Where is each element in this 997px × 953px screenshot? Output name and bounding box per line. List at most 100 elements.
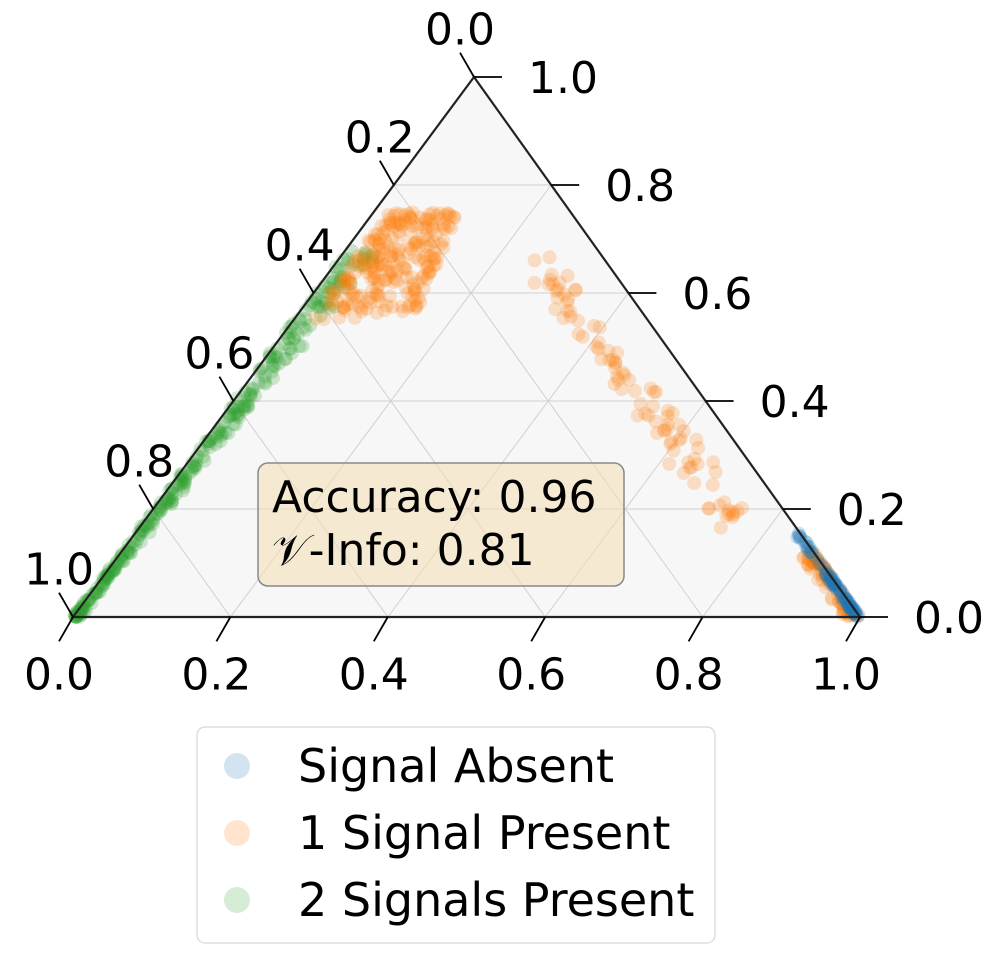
scatter-point-1-signal-present (384, 265, 399, 280)
scatter-point-1-signal-present (430, 208, 445, 223)
scatter-point-1-signal-present (419, 271, 434, 286)
scatter-point-2-signals-present (266, 359, 280, 374)
scatter-point-2-signals-present (228, 417, 243, 432)
scatter-point-2-signals-present (164, 490, 179, 505)
scatter-point-1-signal-present (661, 403, 675, 418)
scatter-point-2-signals-present (236, 402, 251, 417)
scatter-point-2-signals-present (115, 547, 130, 561)
scatter-point-1-signal-present (357, 246, 372, 261)
right-tick-label: 0.8 (605, 161, 675, 212)
scatter-point-2-signals-present (242, 387, 257, 401)
scatter-point-1-signal-present (721, 507, 736, 521)
scatter-point-1-signal-present (556, 311, 571, 325)
scatter-point-1-signal-present (357, 261, 372, 275)
scatter-point-1-signal-present (835, 596, 850, 611)
scatter-point-1-signal-present (382, 212, 397, 227)
scatter-point-2-signals-present (228, 406, 243, 421)
scatter-point-1-signal-present (337, 303, 352, 318)
scatter-point-1-signal-present (543, 272, 557, 287)
scatter-point-2-signals-present (267, 359, 282, 373)
scatter-point-2-signals-present (197, 453, 212, 468)
scatter-point-1-signal-present (721, 503, 736, 518)
bottom-tick-label: 1.0 (811, 649, 881, 700)
scatter-point-1-signal-present (376, 225, 391, 240)
scatter-point-2-signals-present (365, 251, 380, 266)
scatter-point-1-signal-present (719, 508, 734, 523)
scatter-point-1-signal-present (421, 233, 436, 247)
scatter-point-1-signal-present (426, 251, 441, 266)
scatter-point-2-signals-present (85, 587, 100, 602)
scatter-point-1-signal-present (340, 292, 355, 307)
scatter-point-2-signals-present (115, 548, 129, 562)
scatter-point-2-signals-present (298, 303, 313, 318)
scatter-point-2-signals-present (292, 339, 307, 354)
scatter-point-signal-absent (842, 600, 857, 615)
scatter-point-2-signals-present (286, 316, 300, 331)
scatter-point-2-signals-present (313, 308, 328, 323)
scatter-point-2-signals-present (258, 369, 272, 384)
scatter-point-2-signals-present (80, 593, 95, 608)
scatter-point-2-signals-present (78, 603, 93, 618)
scatter-point-1-signal-present (434, 237, 449, 252)
scatter-point-2-signals-present (162, 494, 177, 509)
scatter-point-1-signal-present (332, 310, 347, 325)
bottom-tick-label: 0.4 (339, 649, 409, 700)
scatter-point-1-signal-present (390, 247, 405, 262)
scatter-point-signal-absent (792, 529, 807, 544)
scatter-point-1-signal-present (608, 356, 623, 370)
scatter-point-signal-absent (802, 545, 817, 559)
scatter-point-1-signal-present (418, 221, 432, 236)
scatter-point-2-signals-present (93, 577, 108, 592)
scatter-point-1-signal-present (617, 368, 632, 383)
scatter-point-1-signal-present (725, 505, 740, 519)
scatter-point-2-signals-present (177, 475, 192, 490)
scatter-point-2-signals-present (89, 585, 103, 600)
scatter-point-1-signal-present (436, 217, 451, 232)
scatter-point-2-signals-present (325, 283, 340, 297)
scatter-point-2-signals-present (331, 275, 346, 289)
scatter-point-1-signal-present (627, 383, 642, 398)
scatter-point-1-signal-present (358, 260, 373, 275)
scatter-point-1-signal-present (372, 288, 386, 303)
scatter-point-1-signal-present (438, 222, 453, 236)
scatter-point-1-signal-present (389, 273, 404, 288)
scatter-point-1-signal-present (365, 258, 380, 273)
scatter-point-2-signals-present (175, 473, 190, 488)
scatter-point-1-signal-present (407, 236, 422, 251)
scatter-point-2-signals-present (182, 466, 197, 481)
scatter-point-1-signal-present (563, 304, 578, 319)
scatter-point-1-signal-present (347, 310, 362, 325)
scatter-point-1-signal-present (803, 561, 818, 576)
scatter-point-2-signals-present (212, 425, 227, 440)
scatter-point-2-signals-present (88, 585, 103, 600)
scatter-point-2-signals-present (257, 375, 272, 390)
scatter-point-1-signal-present (430, 250, 445, 265)
scatter-point-1-signal-present (681, 455, 696, 470)
scatter-point-1-signal-present (335, 273, 350, 288)
scatter-point-1-signal-present (418, 254, 433, 269)
scatter-point-1-signal-present (374, 258, 389, 273)
scatter-point-2-signals-present (322, 301, 337, 316)
scatter-point-signal-absent (827, 578, 841, 593)
scatter-point-1-signal-present (387, 241, 402, 256)
scatter-point-2-signals-present (251, 376, 266, 390)
scatter-point-1-signal-present (378, 272, 393, 287)
scatter-point-1-signal-present (425, 219, 440, 234)
scatter-point-1-signal-present (372, 277, 387, 292)
scatter-point-1-signal-present (416, 282, 431, 296)
scatter-point-1-signal-present (353, 288, 368, 303)
scatter-point-1-signal-present (381, 207, 396, 222)
scatter-point-1-signal-present (400, 238, 415, 253)
scatter-point-1-signal-present (406, 277, 421, 292)
scatter-point-1-signal-present (378, 218, 393, 233)
scatter-point-2-signals-present (218, 425, 233, 440)
annotation-box: Accuracy: 0.96 𝒱-Info: 0.81 (257, 462, 625, 587)
scatter-point-1-signal-present (383, 217, 398, 232)
scatter-point-2-signals-present (272, 356, 287, 371)
scatter-point-2-signals-present (188, 461, 203, 476)
scatter-point-1-signal-present (330, 282, 345, 297)
right-tick-label: 1.0 (528, 53, 598, 104)
scatter-point-1-signal-present (527, 275, 542, 290)
scatter-point-2-signals-present (245, 381, 260, 396)
scatter-point-1-signal-present (363, 290, 378, 305)
